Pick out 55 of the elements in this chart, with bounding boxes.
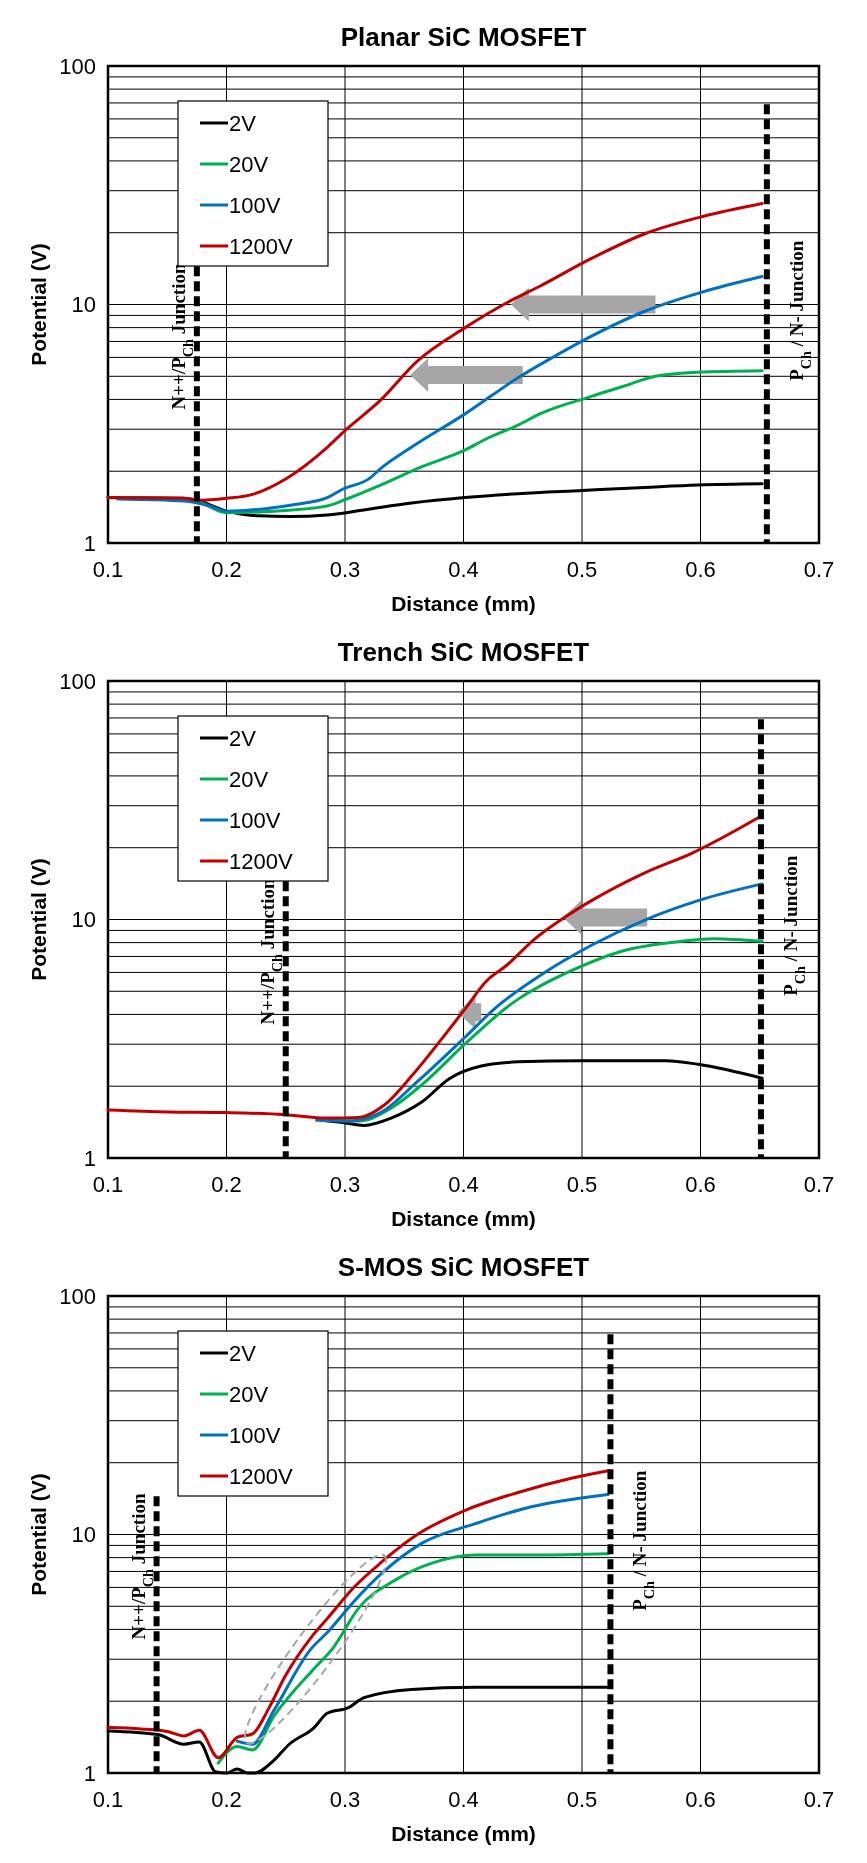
- legend-label: 1200V: [229, 1463, 293, 1489]
- x-tick-label: 0.3: [329, 557, 361, 582]
- x-tick-label: 0.5: [566, 557, 598, 582]
- x-tick-label: 0.1: [92, 557, 124, 582]
- legend-label: 2V: [229, 1340, 257, 1366]
- x-tick-label: 0.2: [211, 1787, 242, 1812]
- y-tick-label: 1: [83, 530, 96, 556]
- x-tick-label: 0.2: [211, 557, 242, 582]
- legend-label: 1200V: [229, 848, 293, 874]
- y-tick-label: 10: [71, 292, 96, 318]
- legend-label: 1200V: [229, 233, 293, 259]
- x-tick-label: 0.6: [685, 1787, 716, 1812]
- x-axis-title: Distance (mm): [391, 1207, 536, 1230]
- x-tick-label: 0.7: [803, 1172, 835, 1197]
- x-tick-label: 0.5: [566, 1787, 598, 1812]
- y-axis-title: Potential (V): [27, 1473, 50, 1596]
- x-tick-label: 0.3: [329, 1172, 361, 1197]
- legend-label: 100V: [229, 192, 281, 218]
- x-tick-label: 0.7: [803, 1787, 835, 1812]
- y-tick-label: 100: [59, 1283, 96, 1309]
- legend-label: 20V: [229, 1381, 269, 1407]
- line-series: [106, 1469, 610, 1760]
- x-tick-label: 0.1: [92, 1172, 124, 1197]
- y-tick-label: 100: [59, 668, 96, 694]
- chart-title: Planar SiC MOSFET: [340, 22, 587, 52]
- chart-title: Trench SiC MOSFET: [337, 637, 590, 667]
- y-tick-label: 100: [59, 53, 96, 79]
- x-tick-label: 0.1: [92, 1787, 124, 1812]
- y-tick-label: 1: [83, 1760, 96, 1786]
- x-tick-label: 0.4: [448, 1172, 479, 1197]
- legend-label: 2V: [229, 110, 257, 136]
- x-axis-title: Distance (mm): [391, 592, 536, 615]
- x-tick-label: 0.5: [566, 1172, 598, 1197]
- y-axis-title: Potential (V): [27, 243, 50, 366]
- x-tick-label: 0.2: [211, 1172, 242, 1197]
- line-series: [216, 1552, 610, 1765]
- y-tick-label: 10: [71, 1522, 96, 1548]
- legend-label: 2V: [229, 725, 257, 751]
- chart-title: S-MOS SiC MOSFET: [337, 1252, 590, 1282]
- legend-label: 100V: [229, 1422, 281, 1448]
- line-series: [235, 1493, 610, 1746]
- x-tick-label: 0.6: [685, 1172, 716, 1197]
- x-tick-label: 0.3: [329, 1787, 361, 1812]
- x-axis-title: Distance (mm): [391, 1822, 536, 1845]
- legend-label: 20V: [229, 151, 269, 177]
- legend-label: 100V: [229, 807, 281, 833]
- legend-label: 20V: [229, 766, 269, 792]
- y-tick-label: 10: [71, 907, 96, 933]
- x-tick-label: 0.4: [448, 1787, 479, 1812]
- x-tick-label: 0.4: [448, 557, 479, 582]
- x-tick-label: 0.6: [685, 557, 716, 582]
- line-series: [315, 882, 764, 1123]
- y-tick-label: 1: [83, 1145, 96, 1171]
- x-tick-label: 0.7: [803, 557, 835, 582]
- y-axis-title: Potential (V): [27, 858, 50, 981]
